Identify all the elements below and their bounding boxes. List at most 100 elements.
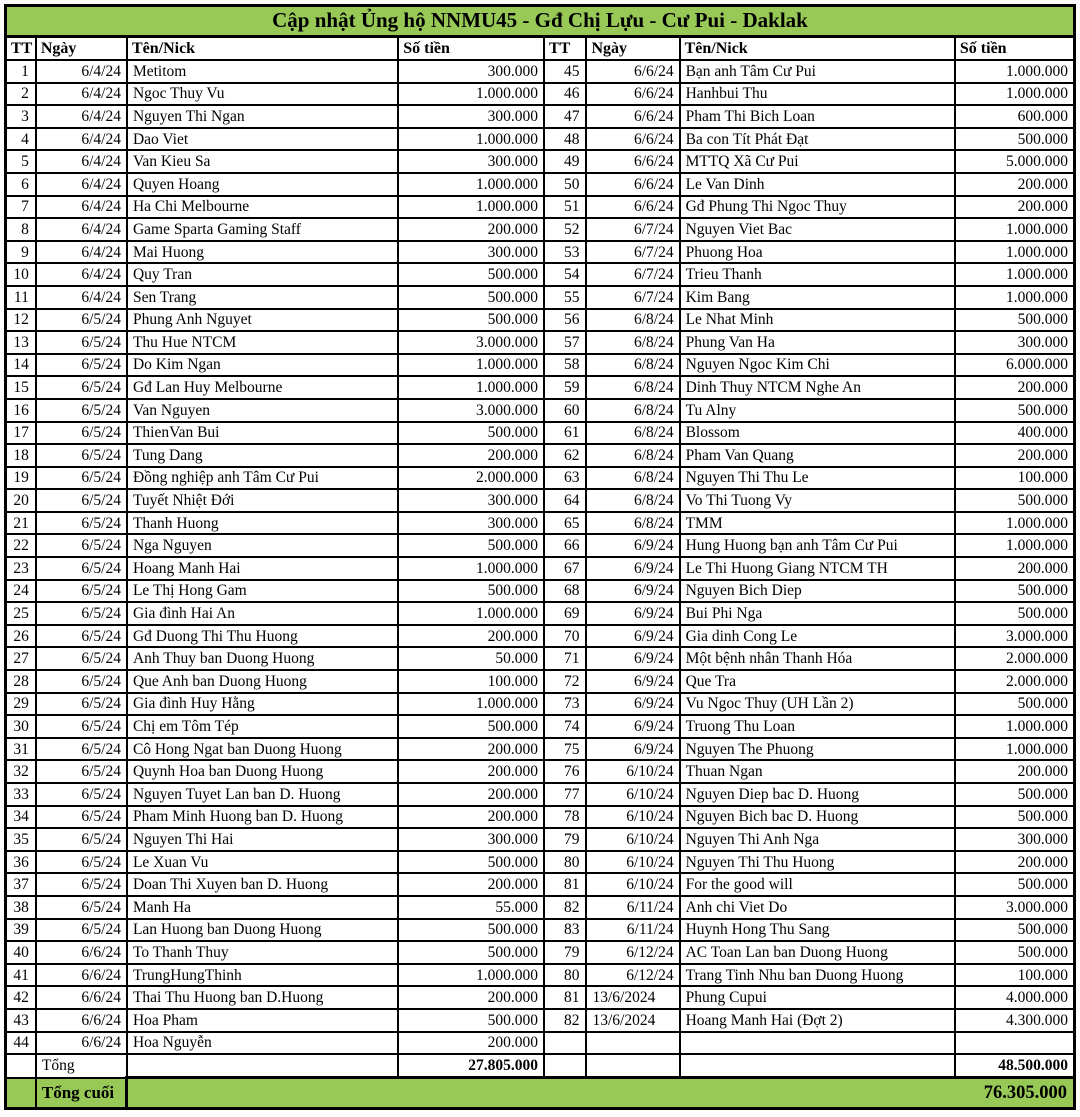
row-name-cell: Pham Van Quang: [678, 443, 956, 468]
row-amount-cell: 100.000: [953, 962, 1076, 988]
row-tt-cell: 27: [4, 646, 37, 672]
row-name-cell: Quynh Hoa ban Duong Huong: [125, 759, 400, 784]
row-name-cell: Kim Bang: [678, 284, 956, 310]
table-row: 7 6/4/24 Ha Chi Melbourne 1.000.000 51 6/6/24…: [4, 194, 1076, 220]
row-name-cell: Bui Phi Nga: [678, 601, 956, 626]
row-amount-cell: 500.000: [953, 782, 1076, 807]
row-name-cell: Nguyen Viet Bac: [678, 217, 956, 242]
row-tt-cell: 28: [4, 669, 37, 694]
row-amount-cell: 500.000: [953, 940, 1076, 965]
grand-total-row: Tổng cuối 76.305.000: [3, 1076, 1076, 1111]
row-name-cell: Gđ Duong Thi Thu Huong: [125, 623, 400, 649]
row-name-cell: Trieu Thanh: [678, 262, 956, 287]
table-row: 23 6/5/24 Hoang Manh Hai 1.000.000 67 6/9/24 L…: [4, 556, 1076, 581]
table-row: 14 6/5/24 Do Kim Ngan 1.000.000 58 6/8/24 Nguy…: [4, 352, 1076, 378]
row-tt-cell: 56: [542, 307, 588, 333]
table-row: 4 6/4/24 Dao Viet 1.000.000 48 6/6/24 Ba con T…: [4, 126, 1076, 152]
row-date-cell: 6/5/24: [34, 601, 128, 626]
row-date-cell: 6/9/24: [585, 556, 681, 581]
row-date-cell: 6/10/24: [585, 782, 681, 807]
row-amount-cell: 500.000: [397, 533, 545, 559]
row-name-cell: Gia đình Huy Hằng: [125, 691, 400, 717]
row-date-cell: 6/6/24: [34, 985, 128, 1010]
col-header-tt-left: TT: [4, 35, 37, 61]
col-header-amount-left: Số tiền: [397, 35, 545, 61]
row-date-cell: 6/6/24: [585, 104, 681, 129]
row-date-cell: 6/6/24: [34, 1007, 128, 1033]
row-date-cell: 6/9/24: [585, 601, 681, 626]
row-name-cell: Nguyen The Phuong: [678, 736, 956, 762]
row-amount-cell: 500.000: [397, 1007, 545, 1033]
table-row: 6 6/4/24 Quyen Hoang 1.000.000 50 6/6/24 Le Va…: [4, 171, 1076, 197]
row-tt-cell: 49: [542, 149, 588, 174]
row-date-cell: 6/7/24: [585, 284, 681, 310]
row-name-cell: Van Nguyen: [125, 397, 400, 423]
table-row: 41 6/6/24 TrungHungThinh 1.000.000 80 6/12/24…: [4, 962, 1076, 988]
row-amount-cell: 1.000.000: [397, 601, 545, 626]
row-tt-cell: 53: [542, 239, 588, 265]
row-tt-cell: 32: [4, 759, 37, 784]
row-name-cell: Chị em Tôm Tép: [125, 714, 400, 739]
row-amount-cell: 300.000: [397, 104, 545, 129]
row-date-cell: 6/5/24: [34, 533, 128, 559]
row-tt-cell: 5: [4, 149, 37, 174]
row-date-cell: 6/9/24: [585, 578, 681, 604]
row-tt-cell: 81: [542, 985, 588, 1010]
row-tt-cell: 11: [4, 284, 37, 310]
row-name-cell: Truong Thu Loan: [678, 714, 956, 739]
row-tt-cell: 19: [4, 465, 37, 491]
col-header-amount-right: Số tiền: [953, 35, 1076, 61]
row-amount-cell: 100.000: [397, 669, 545, 694]
row-date-cell: 6/5/24: [34, 443, 128, 468]
table-row: 1 6/4/24 Metitom 300.000 45 6/6/24 Bạn anh Tâm…: [4, 59, 1076, 84]
row-name-cell: Nguyen Thi Ngan: [125, 104, 400, 129]
row-amount-cell: 1.000.000: [953, 81, 1076, 107]
row-amount-cell: 1.000.000: [953, 510, 1076, 536]
row-amount-cell: 1.000.000: [953, 59, 1076, 84]
table-row: 16 6/5/24 Van Nguyen 3.000.000 60 6/8/24 Tu Al…: [4, 397, 1076, 423]
row-date-cell: 6/5/24: [34, 307, 128, 333]
row-amount-cell: 200.000: [397, 443, 545, 468]
row-tt-cell: 61: [542, 420, 588, 446]
row-name-cell: Nguyen Tuyet Lan ban D. Huong: [125, 782, 400, 807]
row-name-cell: Quyen Hoang: [125, 171, 400, 197]
row-name-cell: Huynh Hong Thu Sang: [678, 917, 956, 943]
row-date-cell: 6/5/24: [34, 420, 128, 446]
row-amount-cell: 300.000: [397, 827, 545, 852]
row-amount-cell: 500.000: [397, 420, 545, 446]
row-amount-cell: 600.000: [953, 104, 1076, 129]
row-tt-cell: 46: [542, 81, 588, 107]
row-date-cell: 6/8/24: [585, 465, 681, 491]
table-header-row: TT Ngày Tên/Nick Số tiền TT Ngày Tên/Nic…: [4, 35, 1076, 61]
row-tt-cell: 59: [542, 375, 588, 400]
table-row: 20 6/5/24 Tuyết Nhiệt Đới 300.000 64 6/8/24 Vo…: [4, 488, 1076, 513]
row-name-cell: Nguyen Thi Thu Le: [678, 465, 956, 491]
row-name-cell: Hoa Nguyễn: [125, 1030, 400, 1056]
row-date-cell: 6/5/24: [34, 804, 128, 830]
row-date-cell: 6/5/24: [34, 397, 128, 423]
row-tt-cell: 18: [4, 443, 37, 468]
row-date-cell: 6/9/24: [585, 691, 681, 717]
row-tt-cell: 79: [542, 940, 588, 965]
row-amount-cell: 300.000: [397, 59, 545, 84]
row-tt-cell: 72: [542, 669, 588, 694]
row-name-cell: Quy Tran: [125, 262, 400, 287]
row-date-cell: 6/5/24: [34, 917, 128, 943]
row-name-cell: [678, 1030, 956, 1056]
row-name-cell: Phung Van Ha: [678, 330, 956, 355]
row-date-cell: 6/5/24: [34, 488, 128, 513]
row-date-cell: 6/7/24: [585, 217, 681, 242]
row-date-cell: 6/10/24: [585, 872, 681, 897]
row-date-cell: 6/4/24: [34, 104, 128, 129]
row-name-cell: Bạn anh Tâm Cư Pui: [678, 59, 956, 84]
row-tt-cell: 34: [4, 804, 37, 830]
row-tt-cell: 60: [542, 397, 588, 423]
row-date-cell: 6/8/24: [585, 488, 681, 513]
row-date-cell: 6/5/24: [34, 736, 128, 762]
row-name-cell: Nguyen Bich Diep: [678, 578, 956, 604]
row-amount-cell: 4.300.000: [953, 1007, 1076, 1033]
row-name-cell: Mai Huong: [125, 239, 400, 265]
row-tt-cell: 70: [542, 623, 588, 649]
row-amount-cell: 1.000.000: [397, 691, 545, 717]
row-amount-cell: 55.000: [397, 894, 545, 920]
